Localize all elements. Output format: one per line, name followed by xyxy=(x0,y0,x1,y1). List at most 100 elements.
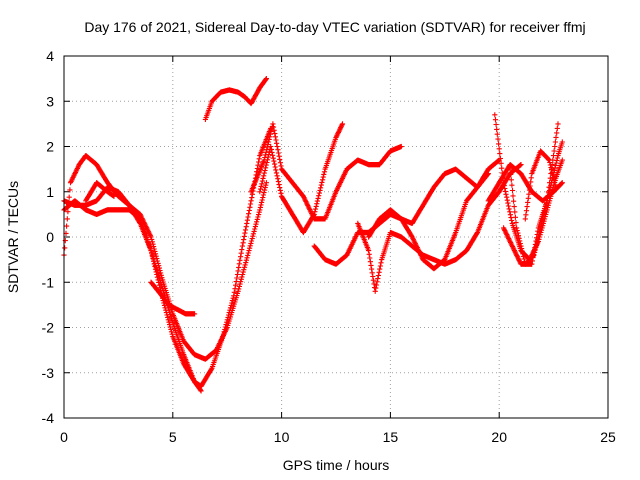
data-point xyxy=(378,260,384,266)
data-point xyxy=(238,250,244,256)
data-point xyxy=(547,175,553,181)
data-point xyxy=(263,182,269,188)
data-point xyxy=(554,130,560,136)
data-point xyxy=(320,177,326,183)
data-point xyxy=(531,251,537,257)
data-point xyxy=(266,136,272,142)
data-point xyxy=(228,302,234,308)
data-point xyxy=(264,159,270,166)
data-point xyxy=(268,146,274,152)
data-point xyxy=(509,182,515,188)
data-point xyxy=(505,203,512,209)
data-point xyxy=(533,238,539,244)
data-point xyxy=(316,193,322,199)
data-point xyxy=(528,175,534,181)
data-point xyxy=(366,248,372,254)
data-point xyxy=(64,223,70,229)
data-point xyxy=(258,202,264,208)
data-point xyxy=(254,219,260,225)
data-point xyxy=(375,272,381,279)
data-point xyxy=(256,209,262,215)
data-point xyxy=(257,204,263,210)
data-point xyxy=(278,190,284,196)
data-point xyxy=(317,187,323,193)
data-point xyxy=(236,286,242,292)
data-point xyxy=(559,180,565,186)
data-point xyxy=(369,266,375,272)
data-point xyxy=(243,224,249,230)
data-point xyxy=(258,183,264,189)
y-tick-label: 2 xyxy=(46,139,54,155)
data-point xyxy=(261,173,267,179)
data-point xyxy=(514,225,520,231)
data-point xyxy=(265,142,271,148)
y-tick-label: -3 xyxy=(42,365,55,381)
data-point xyxy=(515,233,522,239)
data-point xyxy=(316,190,322,196)
data-point xyxy=(62,238,68,244)
data-point xyxy=(370,277,376,283)
x-tick-label: 0 xyxy=(60,429,68,445)
data-point xyxy=(247,243,253,249)
data-point xyxy=(547,162,553,168)
data-point xyxy=(559,180,565,186)
data-point xyxy=(247,201,254,207)
data-point xyxy=(241,237,247,243)
data-point xyxy=(313,203,319,209)
data-point xyxy=(506,206,512,212)
data-point xyxy=(518,162,524,168)
data-point xyxy=(318,182,324,188)
data-point xyxy=(263,149,269,155)
data-point xyxy=(263,165,269,171)
data-point xyxy=(525,199,531,205)
y-tick-label: -2 xyxy=(42,320,55,336)
data-point xyxy=(271,127,277,133)
data-point xyxy=(158,272,164,278)
data-point xyxy=(240,271,246,278)
data-point xyxy=(507,166,513,172)
data-point xyxy=(497,151,503,157)
data-point xyxy=(239,247,245,253)
data-point xyxy=(496,141,502,147)
y-tick-label: 4 xyxy=(46,48,54,64)
data-point xyxy=(509,217,515,224)
data-point xyxy=(264,147,270,153)
data-point xyxy=(264,144,270,150)
data-point xyxy=(497,155,503,162)
data-point xyxy=(277,184,283,191)
data-point xyxy=(156,263,162,269)
data-point xyxy=(552,179,558,185)
data-point xyxy=(263,76,269,82)
data-point xyxy=(376,269,382,275)
data-point xyxy=(559,157,565,163)
data-point xyxy=(504,197,510,203)
data-point xyxy=(531,248,537,254)
data-point xyxy=(493,121,499,128)
data-point xyxy=(62,245,68,251)
data-point xyxy=(151,246,157,252)
data-point xyxy=(508,215,514,221)
data-point xyxy=(545,189,551,195)
data-point xyxy=(241,233,247,239)
data-point xyxy=(278,163,284,169)
data-point xyxy=(315,195,321,201)
data-point xyxy=(236,264,242,270)
data-point xyxy=(168,326,174,332)
data-point xyxy=(247,245,253,251)
data-point xyxy=(246,248,252,254)
data-point xyxy=(239,243,245,249)
data-point xyxy=(520,253,526,259)
data-point xyxy=(247,204,253,210)
data-point xyxy=(262,187,268,193)
data-point xyxy=(239,274,245,280)
data-point xyxy=(515,230,521,236)
data-point xyxy=(233,279,239,285)
data-point xyxy=(374,279,380,285)
data-point xyxy=(270,121,276,127)
x-axis-label: GPS time / hours xyxy=(283,457,390,473)
data-point xyxy=(270,155,276,161)
data-point xyxy=(261,157,267,163)
data-point xyxy=(262,167,268,174)
data-point xyxy=(511,204,517,210)
